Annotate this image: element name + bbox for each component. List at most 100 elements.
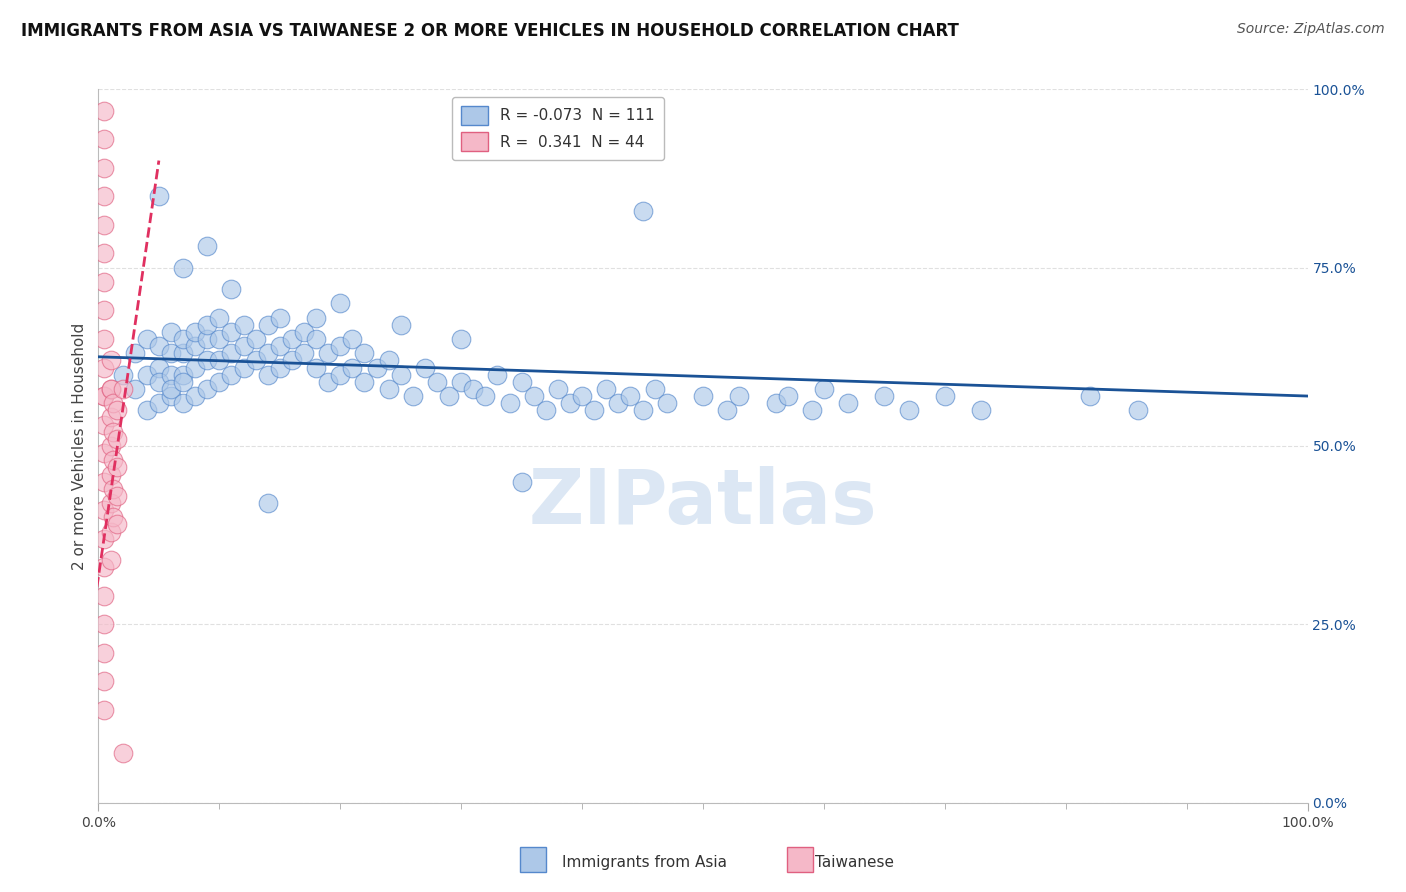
Point — [644, 382, 666, 396]
Point — [93, 161, 115, 175]
Point — [101, 425, 124, 439]
Point — [450, 332, 472, 346]
Point — [377, 353, 399, 368]
Point — [93, 246, 115, 260]
Point — [631, 403, 654, 417]
Point — [232, 318, 254, 332]
Point — [221, 368, 243, 382]
Point — [160, 382, 183, 396]
Point — [93, 589, 115, 603]
Point — [93, 446, 115, 460]
Point — [353, 346, 375, 360]
Point — [450, 375, 472, 389]
Point — [93, 303, 115, 318]
Point — [124, 346, 146, 360]
Point — [172, 368, 194, 382]
Point — [498, 396, 520, 410]
Point — [329, 368, 352, 382]
Point — [111, 368, 134, 382]
Point — [101, 396, 124, 410]
Point — [100, 524, 122, 539]
Point — [184, 389, 207, 403]
Point — [510, 475, 533, 489]
Y-axis label: 2 or more Vehicles in Household: 2 or more Vehicles in Household — [72, 322, 87, 570]
Point — [716, 403, 738, 417]
Point — [342, 332, 364, 346]
Point — [93, 532, 115, 546]
Point — [897, 403, 920, 417]
Point — [148, 360, 170, 375]
Point — [93, 103, 115, 118]
Point — [269, 360, 291, 375]
Point — [256, 318, 278, 332]
Point — [329, 296, 352, 310]
Point — [172, 260, 194, 275]
Point — [619, 389, 641, 403]
Point — [813, 382, 835, 396]
Point — [571, 389, 593, 403]
Point — [148, 339, 170, 353]
Point — [292, 346, 315, 360]
Point — [655, 396, 678, 410]
Text: Taiwanese: Taiwanese — [815, 855, 894, 870]
Point — [160, 389, 183, 403]
Point — [172, 396, 194, 410]
Point — [426, 375, 449, 389]
Point — [101, 453, 124, 467]
Point — [389, 318, 412, 332]
Point — [245, 332, 267, 346]
Point — [195, 382, 218, 396]
Point — [195, 332, 218, 346]
Point — [101, 510, 124, 524]
Point — [100, 382, 122, 396]
Point — [172, 375, 194, 389]
Point — [221, 325, 243, 339]
Point — [148, 396, 170, 410]
Point — [208, 375, 231, 389]
Point — [93, 560, 115, 574]
Point — [316, 375, 339, 389]
Point — [305, 310, 328, 325]
Point — [595, 382, 617, 396]
Point — [281, 353, 304, 368]
Point — [195, 239, 218, 253]
Point — [269, 339, 291, 353]
Point — [105, 460, 128, 475]
Point — [776, 389, 799, 403]
Point — [377, 382, 399, 396]
Point — [342, 360, 364, 375]
Point — [93, 132, 115, 146]
Point — [93, 475, 115, 489]
Point — [256, 496, 278, 510]
Point — [281, 332, 304, 346]
Point — [105, 403, 128, 417]
Point — [105, 432, 128, 446]
Point — [93, 189, 115, 203]
Point — [353, 375, 375, 389]
Point — [1128, 403, 1150, 417]
Point — [692, 389, 714, 403]
Point — [316, 346, 339, 360]
Point — [195, 318, 218, 332]
Point — [100, 467, 122, 482]
Point — [160, 346, 183, 360]
Point — [148, 375, 170, 389]
Point — [413, 360, 436, 375]
Text: Immigrants from Asia: Immigrants from Asia — [562, 855, 727, 870]
Point — [558, 396, 581, 410]
Point — [100, 553, 122, 567]
Point — [172, 346, 194, 360]
Point — [292, 325, 315, 339]
Point — [93, 417, 115, 432]
Point — [195, 353, 218, 368]
Point — [245, 353, 267, 368]
Point — [523, 389, 546, 403]
Point — [100, 439, 122, 453]
Point — [135, 332, 157, 346]
Point — [184, 325, 207, 339]
Point — [93, 674, 115, 689]
Point — [93, 332, 115, 346]
Point — [269, 310, 291, 325]
Point — [389, 368, 412, 382]
Point — [837, 396, 859, 410]
